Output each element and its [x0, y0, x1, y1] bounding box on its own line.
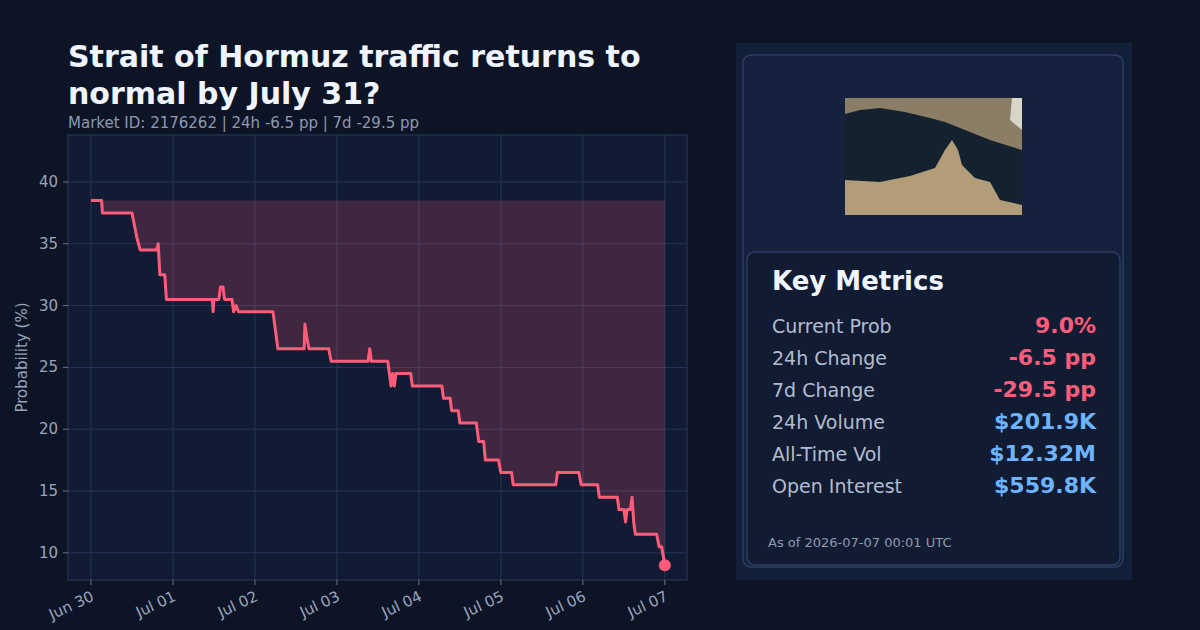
x-tick — [664, 580, 665, 585]
probability-line — [91, 201, 665, 566]
metric-value: $559.8K — [994, 473, 1097, 498]
y-tick-label: 20 — [39, 420, 58, 438]
metric-label: 7d Change — [772, 379, 875, 401]
metric-value: 9.0% — [1035, 313, 1096, 338]
y-grid-line — [68, 552, 687, 553]
y-tick — [63, 552, 68, 553]
metric-value: -29.5 pp — [993, 377, 1096, 402]
x-tick-label: Jul 04 — [378, 587, 425, 621]
data-layer — [91, 201, 671, 572]
y-tick-label: 10 — [39, 544, 58, 562]
map-sea — [845, 98, 1022, 215]
x-tick-label: Jul 01 — [132, 587, 179, 621]
y-tick-label: 15 — [39, 482, 58, 500]
x-tick-label: Jul 05 — [460, 587, 507, 621]
x-tick-label: Jul 03 — [296, 587, 343, 621]
y-tick-label: 30 — [39, 297, 58, 315]
metrics-card — [747, 252, 1120, 565]
metric-value: $201.9K — [994, 409, 1097, 434]
map-land-north — [845, 98, 1022, 150]
y-tick — [63, 181, 68, 182]
map-cloud — [1010, 98, 1022, 130]
background — [0, 0, 1200, 630]
x-tick — [582, 580, 583, 585]
x-tick-label: Jul 02 — [214, 587, 261, 621]
timestamp: As of 2026-07-07 00:01 UTC — [768, 535, 952, 550]
metric-label: All-Time Vol — [772, 443, 882, 465]
y-grid-line — [68, 181, 687, 182]
metrics-title: Key Metrics — [772, 266, 944, 296]
y-tick-label: 40 — [39, 173, 58, 191]
map-image — [845, 98, 1022, 215]
y-tick — [63, 429, 68, 430]
y-tick — [63, 305, 68, 306]
drawdown-area — [91, 201, 665, 566]
x-tick — [90, 580, 91, 585]
y-grid-line — [68, 491, 687, 492]
x-tick-label: Jul 06 — [542, 587, 589, 621]
title-line: normal by July 31? — [68, 76, 380, 111]
y-axis-title: Probability (%) — [13, 302, 31, 412]
metric-value: -6.5 pp — [1009, 345, 1096, 370]
subtitle: Market ID: 2176262 | 24h -6.5 pp | 7d -2… — [68, 114, 419, 132]
metric-value: $12.32M — [989, 441, 1096, 466]
grid — [63, 135, 687, 585]
y-tick-label: 25 — [39, 358, 58, 376]
x-tick — [500, 580, 501, 585]
y-tick-label: 35 — [39, 235, 58, 253]
y-tick — [63, 491, 68, 492]
metric-label: Open Interest — [772, 475, 902, 497]
y-tick — [63, 243, 68, 244]
map-land-south — [845, 140, 1022, 215]
metric-label: Current Prob — [772, 315, 892, 337]
page: Strait of Hormuz traffic returns tonorma… — [0, 0, 1200, 630]
metric-label: 24h Volume — [772, 411, 885, 433]
current-point — [659, 559, 671, 571]
plot-area — [68, 135, 687, 580]
x-tick — [254, 580, 255, 585]
panel-card — [743, 55, 1123, 567]
side-panel — [736, 43, 1132, 580]
y-tick — [63, 367, 68, 368]
x-tick — [418, 580, 419, 585]
x-tick — [336, 580, 337, 585]
title: Strait of Hormuz traffic returns tonorma… — [68, 39, 641, 111]
x-tick — [172, 580, 173, 585]
metric-label: 24h Change — [772, 347, 887, 369]
title-line: Strait of Hormuz traffic returns to — [68, 39, 641, 74]
x-tick-label: Jul 07 — [624, 587, 671, 621]
x-tick-label: Jun 30 — [45, 587, 96, 624]
